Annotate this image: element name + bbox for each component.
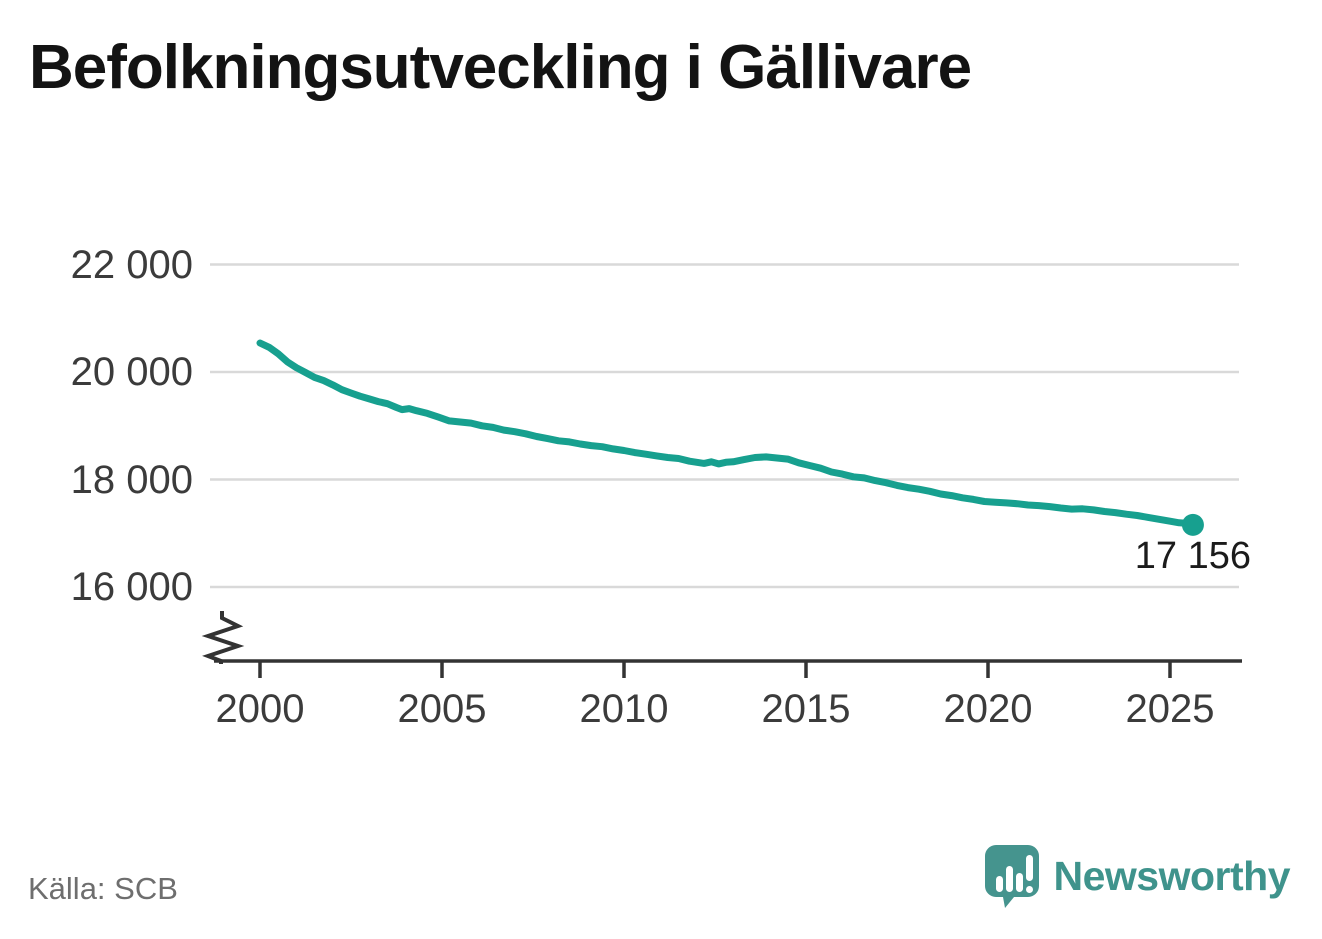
x-tick-label: 2015 [761, 687, 851, 731]
x-tick-label: 2005 [397, 687, 487, 731]
x-tick-label: 2020 [943, 687, 1033, 731]
y-tick-label: 18 000 [70, 457, 193, 502]
axis-break-icon [201, 611, 245, 664]
logo-wordmark: Newsworthy [1053, 853, 1291, 899]
y-tick-label: 16 000 [70, 565, 193, 609]
newsworthy-logo: Newsworthy [983, 845, 1291, 908]
source-label: Källa: SCB [28, 871, 178, 906]
population-line [256, 339, 1197, 529]
x-tick-label: 2010 [579, 687, 669, 731]
y-tick-label: 22 000 [70, 242, 193, 287]
x-tick-label: 2000 [215, 687, 305, 731]
y-tick-label: 20 000 [70, 350, 193, 394]
end-point-dot [1181, 513, 1204, 536]
x-tick-label: 2025 [1125, 687, 1215, 731]
chart-title: Befolkningsutveckling i Gällivare [29, 33, 972, 102]
end-value-label: 17 156 [1134, 534, 1252, 577]
newsworthy-speech-bubble-chart-icon [984, 845, 1039, 908]
